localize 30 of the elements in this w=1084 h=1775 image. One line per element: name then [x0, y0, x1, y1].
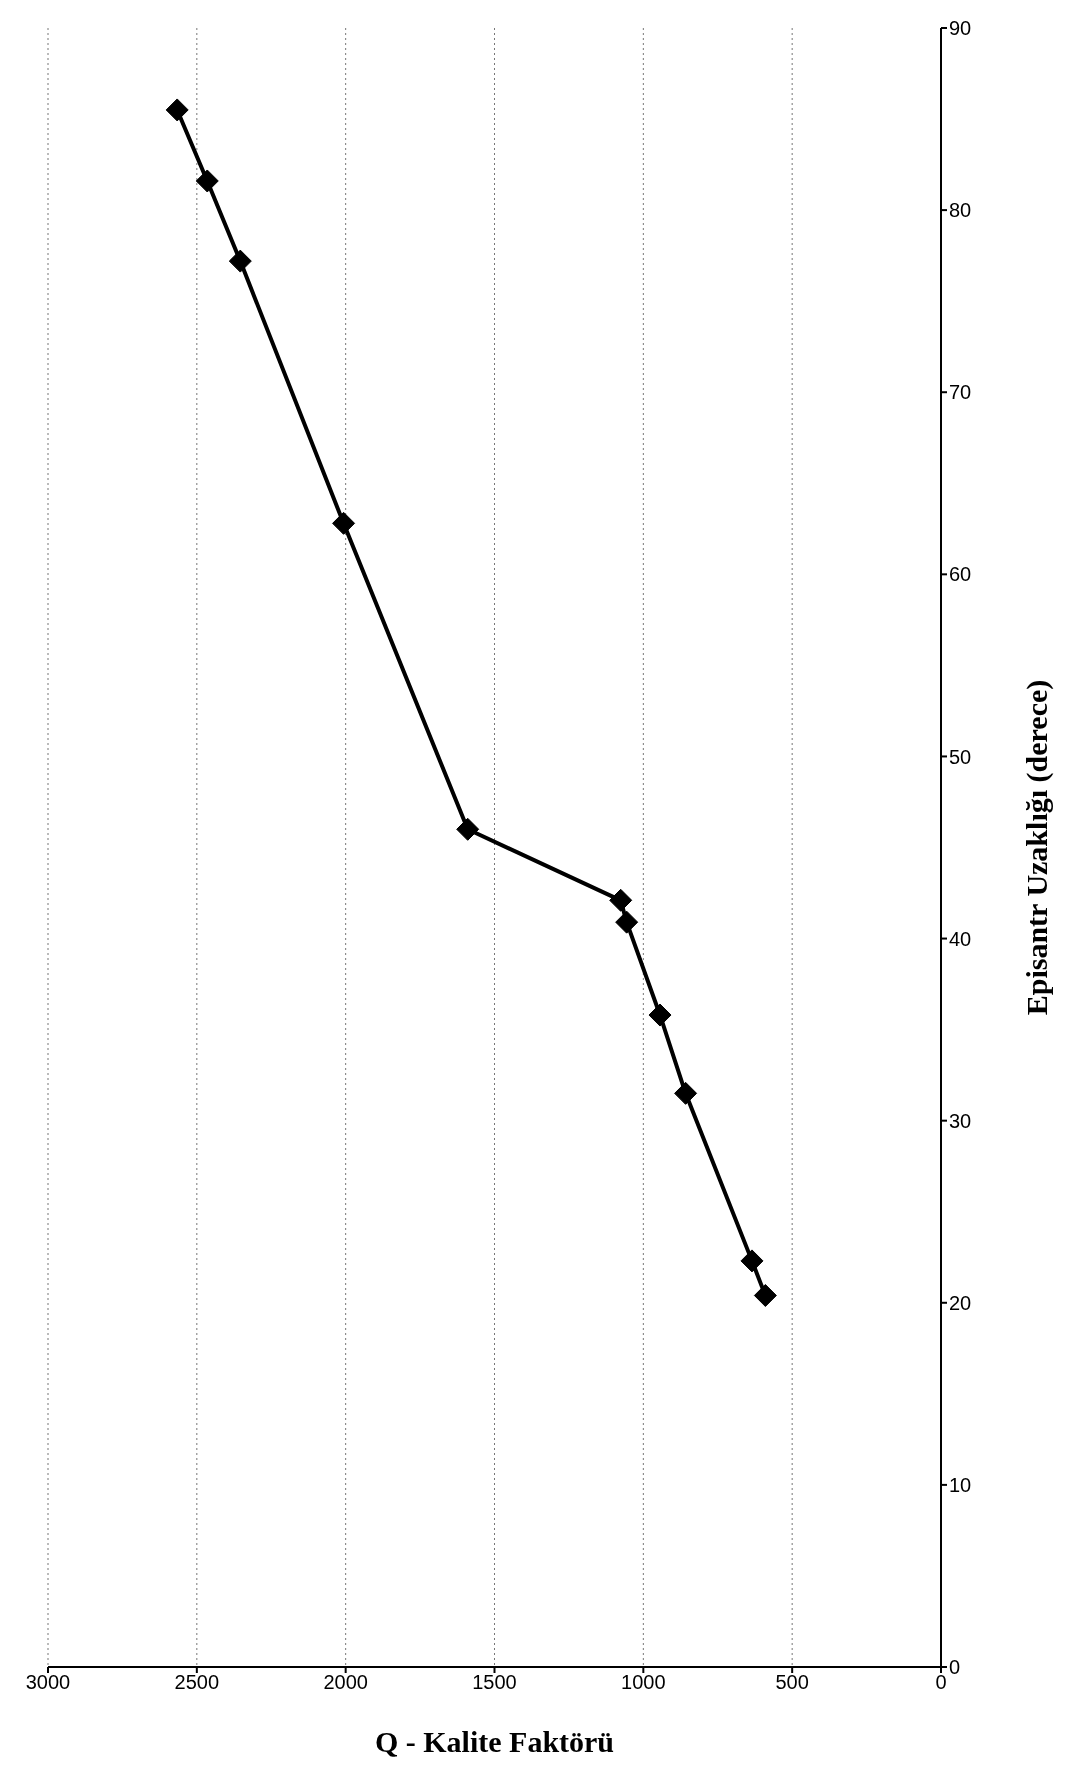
y-tick-label: 90	[949, 17, 972, 40]
x-tick-label: 2500	[174, 1671, 220, 1694]
y-tick-label: 0	[949, 1656, 961, 1679]
x-tick-label: 2000	[323, 1671, 368, 1694]
y-tick-label: 20	[949, 1291, 972, 1314]
point	[648, 1003, 672, 1027]
x-axis-title: Q - Kalite Faktörü	[374, 1725, 615, 1758]
y-tick-label: 70	[949, 381, 972, 404]
point	[165, 98, 189, 122]
y-axis-title: Episantr Uzaklığı (derece)	[1019, 679, 1054, 1016]
y-tick-label: 80	[949, 199, 972, 222]
point	[609, 888, 633, 912]
point	[674, 1081, 698, 1105]
point	[228, 249, 252, 273]
point	[332, 511, 356, 535]
point	[740, 1249, 764, 1273]
point	[753, 1283, 777, 1307]
y-tick-label: 10	[949, 1473, 972, 1496]
x-tick-label: 500	[775, 1671, 809, 1694]
point	[195, 169, 219, 193]
x-tick-label: 3000	[25, 1671, 71, 1694]
x-tick-label: 1500	[472, 1671, 517, 1694]
y-tick-label: 30	[949, 1109, 972, 1132]
y-tick-label: 40	[949, 927, 972, 950]
x-tick-label: 1000	[621, 1671, 666, 1694]
y-tick-label: 50	[949, 745, 972, 768]
point	[456, 817, 480, 841]
x-tick-label: 0	[935, 1671, 947, 1694]
point	[615, 910, 639, 934]
y-tick-label: 60	[949, 563, 972, 586]
